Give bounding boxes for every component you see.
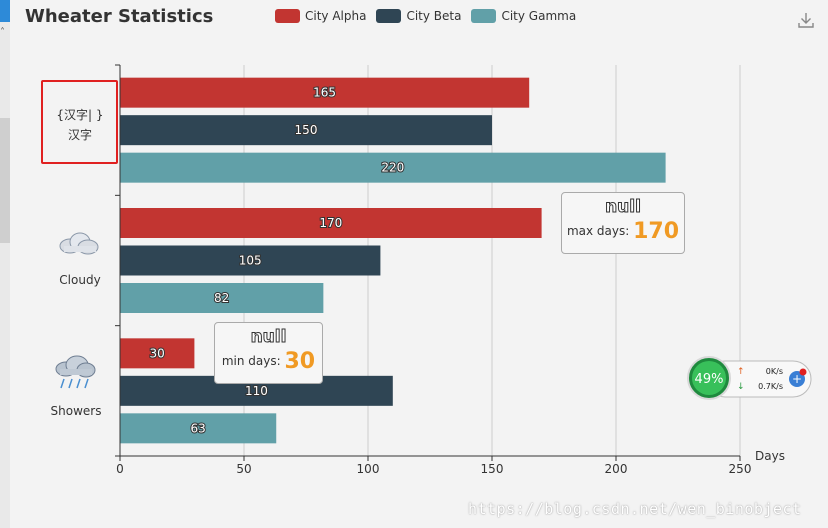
bar-value-label: 165 [313, 86, 336, 100]
category-highlight-box [41, 80, 118, 164]
left-scroll-strip: ˄ [0, 0, 10, 528]
x-tick-label: 100 [357, 462, 380, 476]
max-marker-value: 170 [633, 219, 680, 244]
chart-title: Wheater Statistics [25, 6, 214, 27]
bar-city-beta[interactable] [120, 115, 492, 146]
bar-value-label: 105 [239, 254, 262, 268]
max-marker-row: max days: 170 [562, 219, 684, 244]
bar-city-gamma[interactable] [120, 283, 324, 313]
bar-value-label: 63 [190, 421, 205, 435]
legend-swatch-beta [376, 9, 402, 23]
x-tick-label: 50 [236, 462, 251, 476]
legend-item-beta[interactable]: City Beta [376, 9, 461, 23]
max-marker-label: max days: [566, 224, 630, 238]
bar-value-label: 170 [319, 216, 342, 230]
bar-value-label: 150 [295, 123, 318, 137]
bar-value-label: 82 [214, 291, 229, 305]
upload-arrow-icon: ↑ [737, 367, 745, 377]
min-marker-title: null [250, 327, 287, 348]
bar-city-gamma[interactable] [120, 152, 666, 183]
download-speed: 0.7K/s [758, 382, 783, 391]
legend-label-gamma: City Gamma [501, 9, 577, 23]
max-marker-tooltip: null max days: 170 [561, 192, 685, 254]
strip-scroll-thumb[interactable] [0, 118, 10, 243]
legend-label-beta: City Beta [406, 9, 462, 23]
speed-percent: 49% [695, 372, 724, 387]
upload-speed: 0K/s [766, 367, 783, 376]
bar-value-label: 30 [150, 346, 165, 360]
min-marker-row: min days: 30 [215, 349, 322, 374]
max-marker-title: null [605, 197, 642, 218]
legend-item-gamma[interactable]: City Gamma [471, 9, 576, 23]
category-label-sunny-line2: 汉字 [68, 127, 92, 142]
min-marker-tooltip: null min days: 30 [214, 322, 323, 384]
cloud-icon [59, 232, 99, 255]
x-tick-label: 250 [729, 462, 752, 476]
network-speed-widget[interactable]: 49% ↑ ↓ 0K/s 0.7K/s + [687, 356, 813, 402]
bar-city-alpha[interactable] [120, 338, 195, 369]
x-tick-label: 150 [481, 462, 504, 476]
bar-city-gamma[interactable] [120, 413, 277, 444]
rain-cloud-icon [55, 355, 96, 389]
bar-value-label: 220 [381, 161, 404, 175]
category-label-sunny-line1: {汉字| } [56, 107, 103, 122]
min-marker-label: min days: [221, 354, 281, 368]
legend-swatch-gamma [471, 9, 497, 23]
category-label-showers: Showers [51, 404, 102, 418]
legend: City Alpha City Beta City Gamma [275, 9, 576, 23]
notification-dot-icon [799, 368, 807, 376]
x-axis-title: Days [755, 449, 785, 463]
legend-label-alpha: City Alpha [305, 9, 367, 23]
x-tick-label: 200 [605, 462, 628, 476]
min-marker-value: 30 [284, 349, 316, 374]
bar-city-beta[interactable] [120, 245, 381, 276]
x-tick-label: 0 [116, 462, 124, 476]
watermark: https://blog.csdn.net/wen_binobject [468, 500, 802, 518]
plus-icon: + [792, 372, 802, 386]
chevron-icon[interactable]: ˄ [0, 27, 5, 38]
bar-city-alpha[interactable] [120, 208, 542, 238]
download-arrow-icon: ↓ [737, 382, 745, 392]
bar-value-label: 110 [245, 384, 268, 398]
download-icon[interactable] [797, 11, 815, 29]
legend-swatch-alpha [275, 9, 300, 23]
legend-item-alpha[interactable]: City Alpha [275, 9, 366, 23]
add-button-icon[interactable] [789, 371, 805, 387]
strip-blue-block [0, 0, 10, 22]
category-label-cloudy: Cloudy [59, 273, 100, 287]
bar-city-alpha[interactable] [120, 77, 530, 108]
